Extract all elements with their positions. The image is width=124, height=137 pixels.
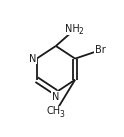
Text: CH: CH: [47, 106, 61, 116]
Text: 2: 2: [79, 27, 84, 36]
Text: 3: 3: [60, 109, 65, 119]
Text: N: N: [52, 92, 60, 102]
Text: NH: NH: [65, 24, 80, 34]
Text: Br: Br: [95, 45, 105, 55]
Text: N: N: [29, 54, 36, 64]
